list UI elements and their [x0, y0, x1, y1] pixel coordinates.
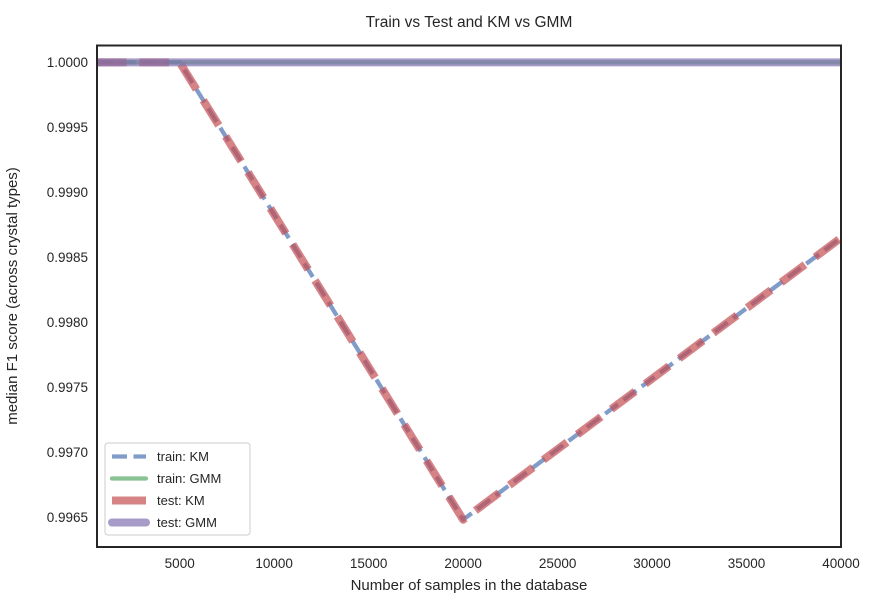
- plot-series: [97, 58, 844, 524]
- y-tick-label: 0.9985: [47, 250, 88, 265]
- y-tick-label: 1.0000: [47, 55, 88, 70]
- y-tick-label: 0.9990: [47, 185, 88, 200]
- x-tick-labels: 5000 10000 15000 20000 25000 30000 35000 40000: [165, 556, 860, 571]
- legend-box: [104, 442, 251, 536]
- x-tick-label: 40000: [822, 556, 860, 571]
- x-tick-label: 10000: [255, 556, 293, 571]
- x-tick-label: 15000: [350, 556, 388, 571]
- legend: train: KM train: GMM test: KM test: GMM: [104, 442, 251, 536]
- y-tick-labels: 1.0000 0.9995 0.9990 0.9985 0.9980 0.9975 0.99…: [47, 55, 88, 525]
- x-axis-label: Number of samples in the database: [351, 577, 588, 594]
- x-tick-label: 35000: [728, 556, 766, 571]
- chart-title: Train vs Test and KM vs GMM: [366, 14, 573, 31]
- y-axis-label: median F1 score (across crystal types): [4, 167, 21, 425]
- x-tick-label: 30000: [633, 556, 671, 571]
- legend-label: train: KM: [157, 449, 209, 464]
- y-tick-label: 0.9975: [47, 380, 88, 395]
- legend-label: train: GMM: [157, 471, 221, 486]
- x-tick-label: 25000: [539, 556, 577, 571]
- x-tick-label: 20000: [444, 556, 482, 571]
- y-tick-label: 0.9980: [47, 315, 88, 330]
- y-tick-label: 0.9970: [47, 445, 88, 460]
- y-tick-label: 0.9965: [47, 510, 88, 525]
- y-tick-label: 0.9995: [47, 120, 88, 135]
- plot-border: [96, 44, 842, 548]
- legend-label: test: GMM: [157, 515, 217, 530]
- legend-label: test: KM: [157, 493, 205, 508]
- x-tick-label: 5000: [165, 556, 195, 571]
